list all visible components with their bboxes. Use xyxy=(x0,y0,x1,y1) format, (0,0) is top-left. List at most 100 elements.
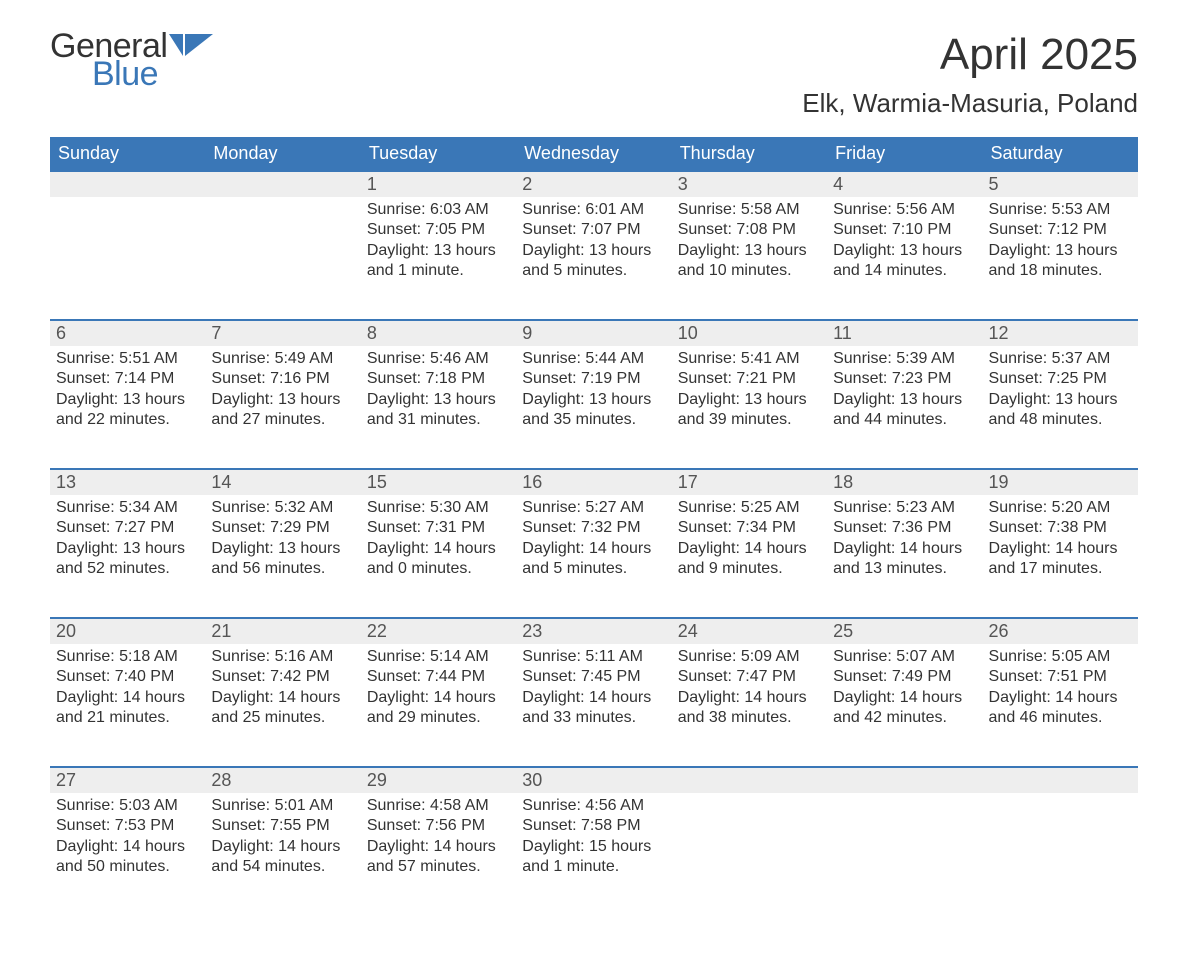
sunset-text: Sunset: 7:12 PM xyxy=(989,220,1132,240)
day-number-row: 20212223242526 xyxy=(50,617,1138,644)
day-detail: Sunrise: 5:25 AMSunset: 7:34 PMDaylight:… xyxy=(672,495,827,613)
day-number: 27 xyxy=(50,768,205,793)
day-detail: Sunrise: 5:41 AMSunset: 7:21 PMDaylight:… xyxy=(672,346,827,464)
daylight-text-1: Daylight: 14 hours xyxy=(989,539,1132,559)
sunset-text: Sunset: 7:53 PM xyxy=(56,816,199,836)
weeks-container: 12 345 Sunrise: 6:03 AMSunset: 7:05 PMDayl… xyxy=(50,170,1138,911)
weekday-header: Tuesday xyxy=(361,137,516,170)
sunset-text: Sunset: 7:07 PM xyxy=(522,220,665,240)
sunset-text: Sunset: 7:47 PM xyxy=(678,667,821,687)
title-block: April 2025 Elk, Warmia-Masuria, Poland xyxy=(802,30,1138,119)
day-detail: Sunrise: 5:14 AMSunset: 7:44 PMDaylight:… xyxy=(361,644,516,762)
day-detail xyxy=(827,793,982,911)
daylight-text-2: and 27 minutes. xyxy=(211,410,354,430)
sunrise-text: Sunrise: 5:01 AM xyxy=(211,796,354,816)
sunrise-text: Sunrise: 5:03 AM xyxy=(56,796,199,816)
daylight-text-2: and 54 minutes. xyxy=(211,857,354,877)
day-number: 8 xyxy=(361,321,516,346)
daylight-text-2: and 10 minutes. xyxy=(678,261,821,281)
sunset-text: Sunset: 7:40 PM xyxy=(56,667,199,687)
daylight-text-1: Daylight: 14 hours xyxy=(833,688,976,708)
day-detail xyxy=(672,793,827,911)
sunset-text: Sunset: 7:32 PM xyxy=(522,518,665,538)
sunset-text: Sunset: 7:21 PM xyxy=(678,369,821,389)
daylight-text-2: and 35 minutes. xyxy=(522,410,665,430)
daylight-text-1: Daylight: 13 hours xyxy=(211,539,354,559)
sunrise-text: Sunrise: 5:51 AM xyxy=(56,349,199,369)
daylight-text-2: and 25 minutes. xyxy=(211,708,354,728)
day-detail: Sunrise: 6:03 AMSunset: 7:05 PMDaylight:… xyxy=(361,197,516,315)
day-detail: Sunrise: 5:53 AMSunset: 7:12 PMDaylight:… xyxy=(983,197,1138,315)
sunset-text: Sunset: 7:25 PM xyxy=(989,369,1132,389)
daylight-text-2: and 29 minutes. xyxy=(367,708,510,728)
daylight-text-1: Daylight: 14 hours xyxy=(367,539,510,559)
weekday-header: Monday xyxy=(205,137,360,170)
sunset-text: Sunset: 7:38 PM xyxy=(989,518,1132,538)
day-detail-row: Sunrise: 5:03 AMSunset: 7:53 PM Daylight:… xyxy=(50,793,1138,911)
day-detail: Sunrise: 5:46 AMSunset: 7:18 PMDaylight:… xyxy=(361,346,516,464)
daylight-text-1: Daylight: 13 hours xyxy=(833,241,976,261)
sunrise-text: Sunrise: 5:09 AM xyxy=(678,647,821,667)
day-detail: Sunrise: 5:34 AMSunset: 7:27 PMDaylight:… xyxy=(50,495,205,613)
day-number: 4 xyxy=(827,172,982,197)
daylight-text-2: and 50 minutes. xyxy=(56,857,199,877)
sunrise-text: Sunrise: 5:53 AM xyxy=(989,200,1132,220)
day-number xyxy=(827,768,982,793)
day-number: 28 xyxy=(205,768,360,793)
daylight-text-1: Daylight: 13 hours xyxy=(367,241,510,261)
day-number: 3 xyxy=(672,172,827,197)
day-number: 12 xyxy=(983,321,1138,346)
daylight-text-1: Daylight: 14 hours xyxy=(56,688,199,708)
day-number: 19 xyxy=(983,470,1138,495)
day-number: 13 xyxy=(50,470,205,495)
day-detail: Sunrise: 5:01 AMSunset: 7:55 PMDaylight:… xyxy=(205,793,360,911)
sunrise-text: Sunrise: 5:44 AM xyxy=(522,349,665,369)
daylight-text-2: and 48 minutes. xyxy=(989,410,1132,430)
sunrise-text: Sunrise: 4:56 AM xyxy=(522,796,665,816)
day-number xyxy=(50,172,205,197)
sunrise-text: Sunrise: 5:41 AM xyxy=(678,349,821,369)
sunrise-text: Sunrise: 5:34 AM xyxy=(56,498,199,518)
daylight-text-2: and 57 minutes. xyxy=(367,857,510,877)
day-number: 25 xyxy=(827,619,982,644)
week-block: 12345Sunrise: 6:03 AMSunset: 7:05 PMDayl… xyxy=(50,170,1138,315)
day-detail: Sunrise: 5:27 AMSunset: 7:32 PMDaylight:… xyxy=(516,495,671,613)
day-number-row: 6789101112 xyxy=(50,319,1138,346)
calendar: Sunday Monday Tuesday Wednesday Thursday… xyxy=(50,137,1138,911)
day-number-row: 27282930 xyxy=(50,766,1138,793)
daylight-text-1: Daylight: 13 hours xyxy=(56,390,199,410)
daylight-text-1: Daylight: 13 hours xyxy=(211,390,354,410)
month-title: April 2025 xyxy=(802,30,1138,80)
daylight-text-1: Daylight: 15 hours xyxy=(522,837,665,857)
sunset-text: Sunset: 7:23 PM xyxy=(833,369,976,389)
sunset-text: Sunset: 7:51 PM xyxy=(989,667,1132,687)
day-detail: Sunrise: 5:30 AMSunset: 7:31 PMDaylight:… xyxy=(361,495,516,613)
day-detail: Sunrise: 5:03 AMSunset: 7:53 PMDaylight:… xyxy=(50,793,205,911)
daylight-text-1: Daylight: 13 hours xyxy=(678,390,821,410)
day-detail: Sunrise: 5:18 AMSunset: 7:40 PMDaylight:… xyxy=(50,644,205,762)
sunset-text: Sunset: 7:45 PM xyxy=(522,667,665,687)
sunset-text: Sunset: 7:49 PM xyxy=(833,667,976,687)
sunrise-text: Sunrise: 5:58 AM xyxy=(678,200,821,220)
sunrise-text: Sunrise: 5:30 AM xyxy=(367,498,510,518)
day-detail: Sunrise: 5:39 AMSunset: 7:23 PMDaylight:… xyxy=(827,346,982,464)
sunrise-text: Sunrise: 5:20 AM xyxy=(989,498,1132,518)
day-number: 21 xyxy=(205,619,360,644)
day-detail: Sunrise: 5:07 AMSunset: 7:49 PMDaylight:… xyxy=(827,644,982,762)
sunset-text: Sunset: 7:58 PM xyxy=(522,816,665,836)
sunrise-text: Sunrise: 5:46 AM xyxy=(367,349,510,369)
sunset-text: Sunset: 7:08 PM xyxy=(678,220,821,240)
daylight-text-2: and 21 minutes. xyxy=(56,708,199,728)
daylight-text-1: Daylight: 14 hours xyxy=(211,688,354,708)
daylight-text-1: Daylight: 13 hours xyxy=(678,241,821,261)
day-detail: Sunrise: 5:16 AMSunset: 7:42 PMDaylight:… xyxy=(205,644,360,762)
day-detail: Sunrise: 4:58 AMSunset: 7:56 PMDaylight:… xyxy=(361,793,516,911)
location: Elk, Warmia-Masuria, Poland xyxy=(802,88,1138,119)
daylight-text-1: Daylight: 14 hours xyxy=(211,837,354,857)
day-number: 22 xyxy=(361,619,516,644)
sunrise-text: Sunrise: 5:27 AM xyxy=(522,498,665,518)
sunrise-text: Sunrise: 6:03 AM xyxy=(367,200,510,220)
sunset-text: Sunset: 7:27 PM xyxy=(56,518,199,538)
day-number: 5 xyxy=(983,172,1138,197)
day-number xyxy=(672,768,827,793)
